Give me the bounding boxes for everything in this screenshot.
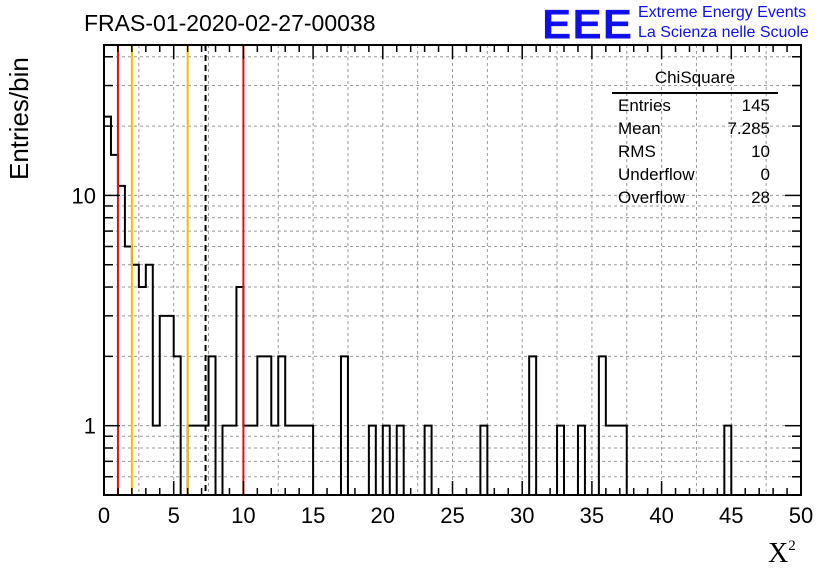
stats-title: ChiSquare <box>612 68 778 94</box>
x-tick-label: 30 <box>510 503 534 528</box>
histogram-bin <box>397 426 404 495</box>
histogram-bin <box>557 426 564 495</box>
stats-row-mean: Mean 7.285 <box>612 117 778 140</box>
histogram-bin <box>188 426 202 495</box>
x-tick-label: 10 <box>231 503 255 528</box>
x-tick-label: 45 <box>719 503 743 528</box>
histogram-bin <box>146 265 153 495</box>
y-tick-label: 1 <box>84 414 96 439</box>
x-axis-label: X2 <box>768 538 796 570</box>
histogram-bin <box>306 426 313 495</box>
histogram-bin <box>243 426 257 495</box>
histogram-bin <box>383 426 390 495</box>
stats-rows: Entries 145 Mean 7.285 RMS 10 Underflow 0 Overfl… <box>612 94 778 209</box>
histogram-bin <box>160 316 167 495</box>
histogram-bin <box>125 246 132 495</box>
histogram-bin <box>174 356 181 495</box>
histogram-bin <box>209 356 216 495</box>
histogram-bin <box>613 426 627 495</box>
stats-value: 0 <box>760 165 770 184</box>
histogram-bin <box>271 426 278 495</box>
x-tick-label: 5 <box>168 503 180 528</box>
histogram-bin <box>222 426 236 495</box>
histogram-bin <box>724 426 731 495</box>
histogram-bin <box>139 287 146 495</box>
histogram-bin <box>606 426 613 495</box>
eee-logo: EEE <box>542 1 634 48</box>
histogram-bin <box>599 356 606 495</box>
stats-box: ChiSquare Entries 145 Mean 7.285 RMS 10 Underf… <box>612 68 778 209</box>
histogram-bin <box>285 426 306 495</box>
histogram-bin <box>425 426 432 495</box>
histogram-bin <box>132 265 139 495</box>
histogram-bin <box>369 426 376 495</box>
histogram-bin <box>480 426 487 495</box>
x-tick-label: 50 <box>789 503 813 528</box>
histogram-bin <box>529 356 536 495</box>
logo-line-2: La Scienza nelle Scuole <box>638 24 809 41</box>
histogram-bin <box>167 316 174 495</box>
stats-row-rms: RMS 10 <box>612 140 778 163</box>
histogram-outline <box>103 115 733 496</box>
chart-title: FRAS-01-2020-02-27-00038 <box>84 10 376 36</box>
x-axis-label-base: X <box>768 538 789 569</box>
stats-row-overflow: Overflow 28 <box>612 186 778 209</box>
stats-label: Mean <box>618 119 661 138</box>
stats-label: Underflow <box>618 165 695 184</box>
x-axis-label-superscript: 2 <box>788 538 796 554</box>
x-tick-label: 15 <box>301 503 325 528</box>
x-tick-label: 40 <box>649 503 673 528</box>
stats-value: 145 <box>741 96 770 115</box>
x-tick-label: 25 <box>440 503 464 528</box>
stats-value: 28 <box>751 188 770 207</box>
histogram-bin <box>257 356 271 495</box>
stats-label: RMS <box>618 142 656 161</box>
y-tick-label: 10 <box>72 183 96 208</box>
histogram-bin <box>278 356 285 495</box>
stats-label: Entries <box>618 96 671 115</box>
histogram-bin <box>153 426 160 495</box>
histogram-bin <box>236 287 243 495</box>
logo-line-1: Extreme Energy Events <box>638 4 807 21</box>
stats-row-underflow: Underflow 0 <box>612 163 778 186</box>
stats-value: 10 <box>751 142 770 161</box>
histogram-bin <box>578 426 585 495</box>
histogram-bin <box>118 186 125 495</box>
histogram-bin <box>341 356 348 495</box>
histogram-bin <box>104 117 111 495</box>
x-tick-label: 20 <box>371 503 395 528</box>
x-tick-label: 35 <box>580 503 604 528</box>
stats-value: 7.285 <box>727 119 770 138</box>
stats-row-entries: Entries 145 <box>612 94 778 117</box>
stats-label: Overflow <box>618 188 686 207</box>
x-tick-label: 0 <box>98 503 110 528</box>
